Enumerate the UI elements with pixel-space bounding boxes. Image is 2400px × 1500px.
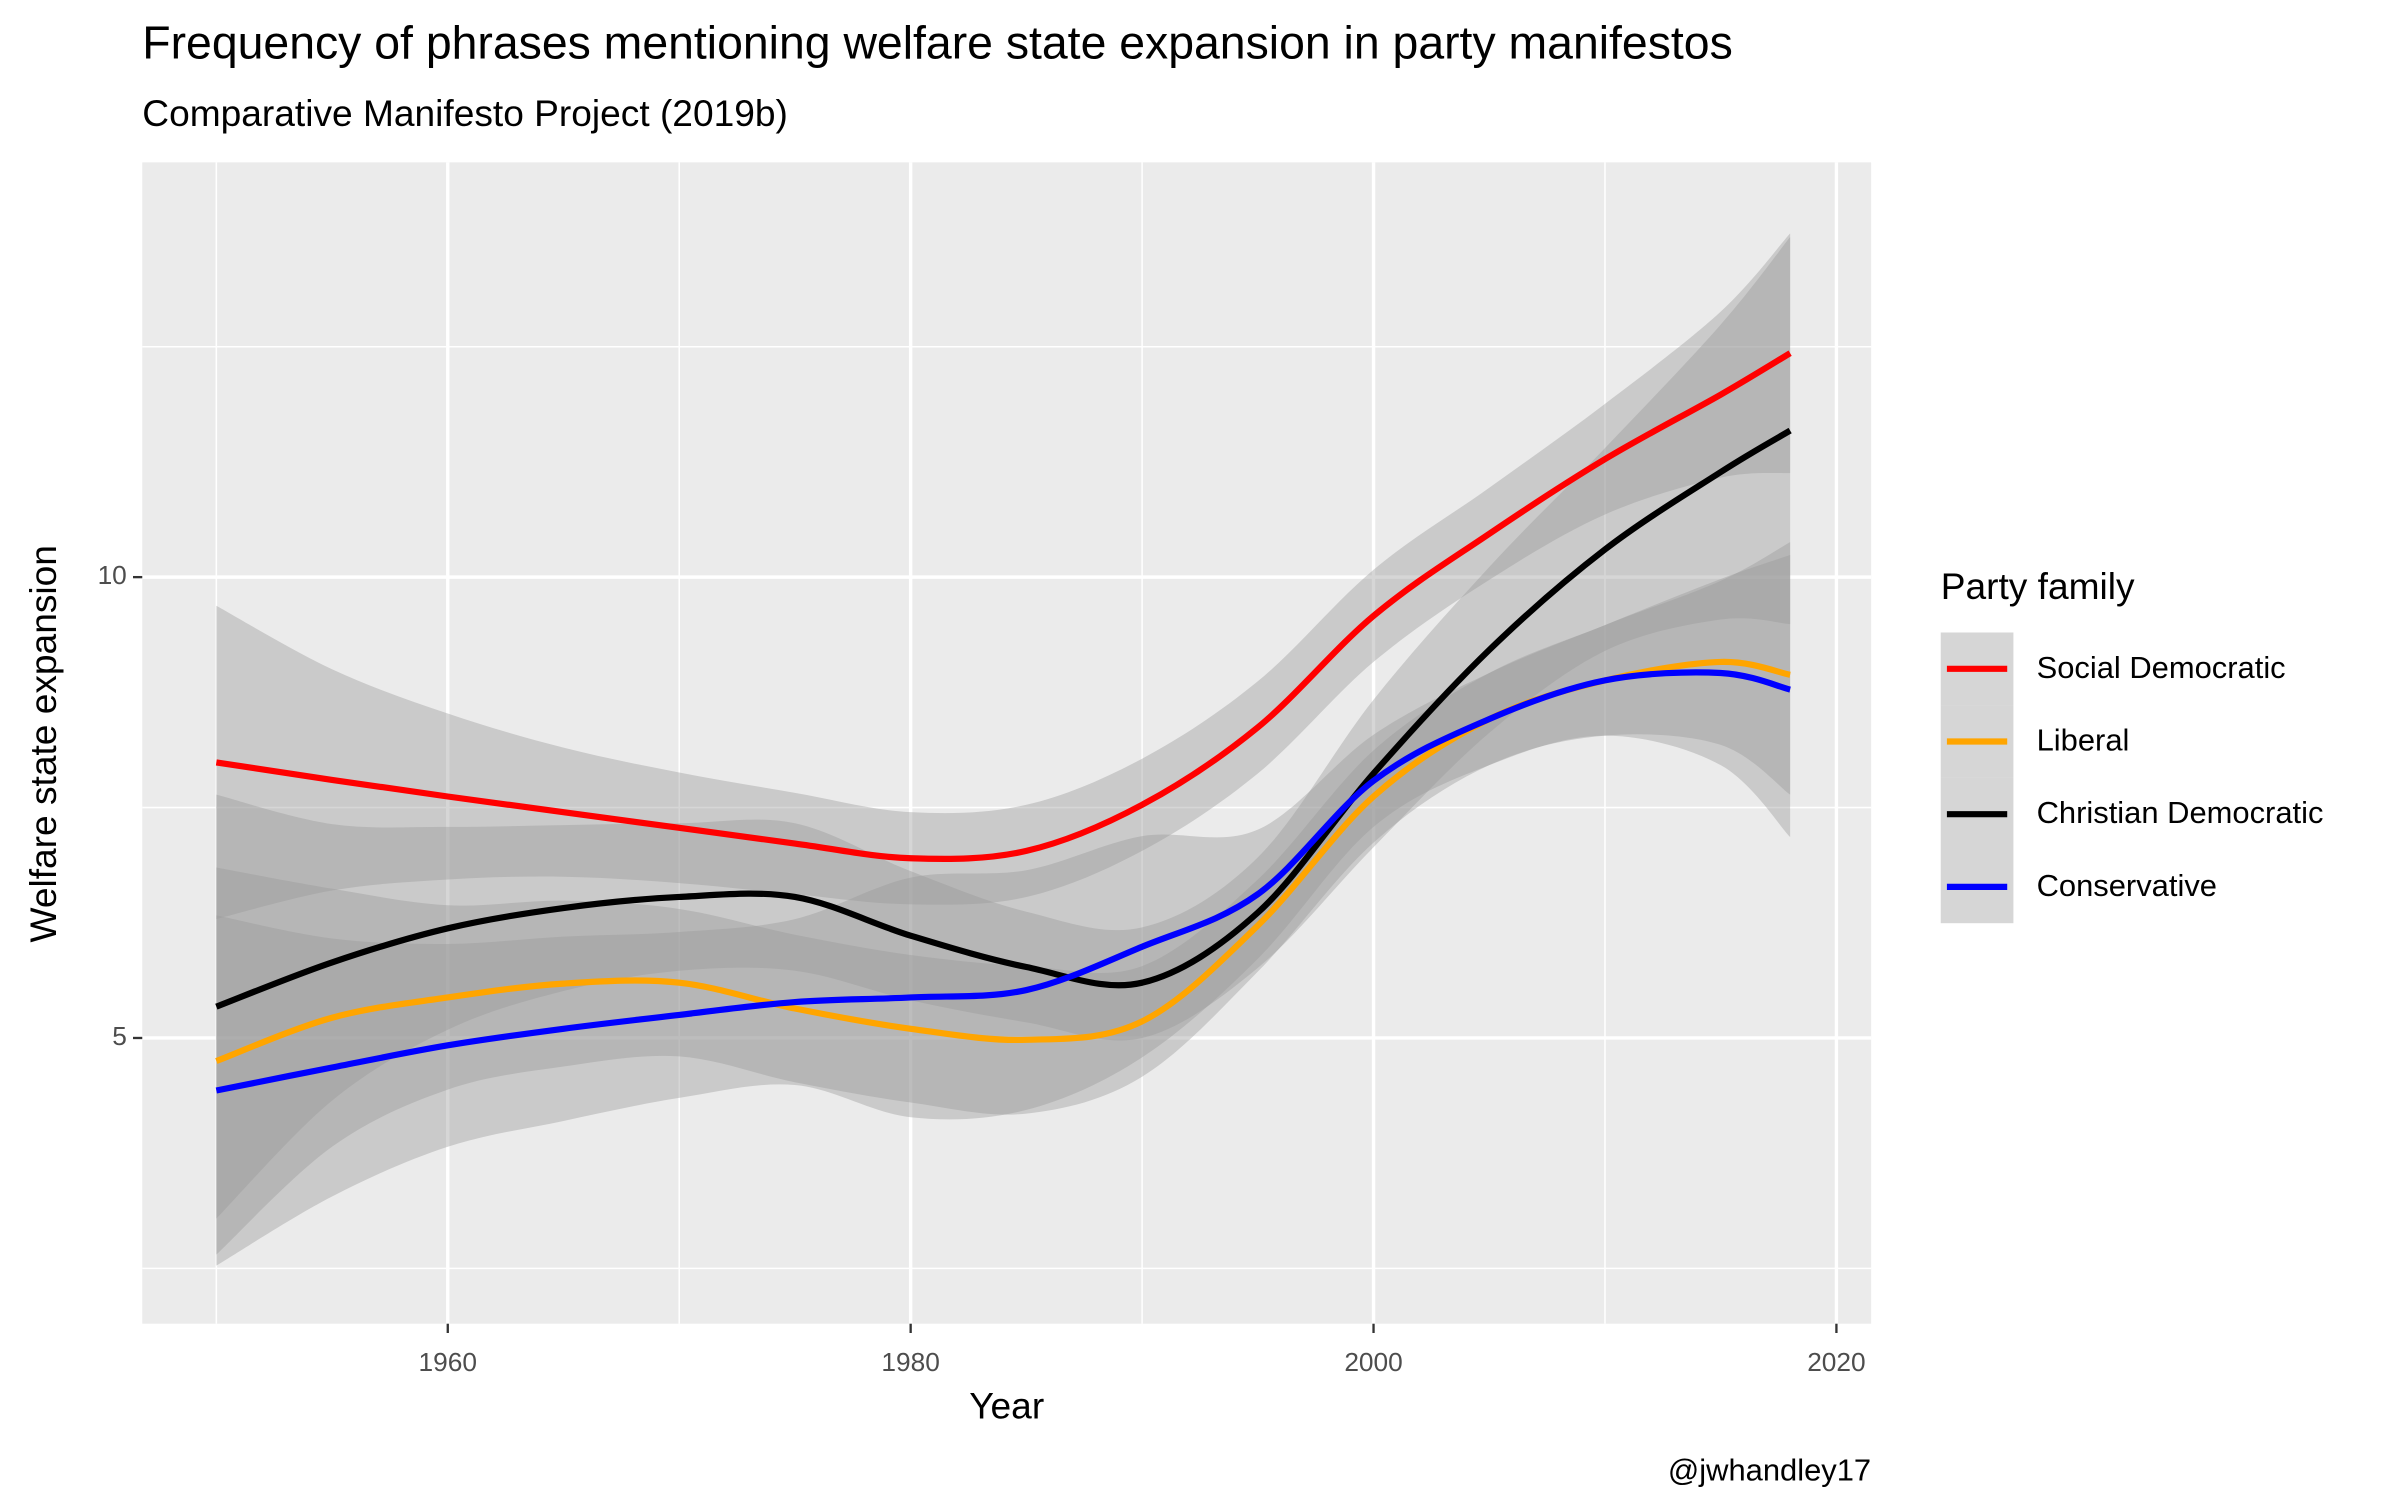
confidence-band <box>216 233 1791 920</box>
y-tick-label: 5 <box>112 1021 127 1051</box>
confidence-band <box>216 237 1791 1219</box>
plot-background <box>142 162 1872 1324</box>
y-axis-label: Welfare state expansion <box>22 545 64 942</box>
x-tick-label: 1960 <box>419 1347 477 1377</box>
series-line <box>215 669 1791 1094</box>
chart-subtitle: Comparative Manifesto Project (2019b) <box>142 92 788 134</box>
legend-label: Social Democratic <box>2037 650 2286 685</box>
x-axis-label: Year <box>969 1385 1044 1427</box>
caption: @jwhandley17 <box>1668 1452 1871 1487</box>
legend-label: Christian Democratic <box>2037 795 2324 830</box>
legend-label: Liberal <box>2037 722 2130 757</box>
confidence-band <box>216 555 1791 1255</box>
x-tick-label: 2000 <box>1344 1347 1402 1377</box>
series-line <box>215 350 1792 862</box>
legend-label: Conservative <box>2037 868 2217 903</box>
chart-title: Frequency of phrases mentioning welfare … <box>142 17 1733 69</box>
x-tick-label: 1980 <box>881 1347 939 1377</box>
series-line <box>215 427 1792 1010</box>
confidence-band <box>216 542 1791 1266</box>
y-tick-label: 10 <box>98 560 127 590</box>
legend-title: Party family <box>1941 565 2135 607</box>
x-tick-label: 2020 <box>1807 1347 1865 1377</box>
